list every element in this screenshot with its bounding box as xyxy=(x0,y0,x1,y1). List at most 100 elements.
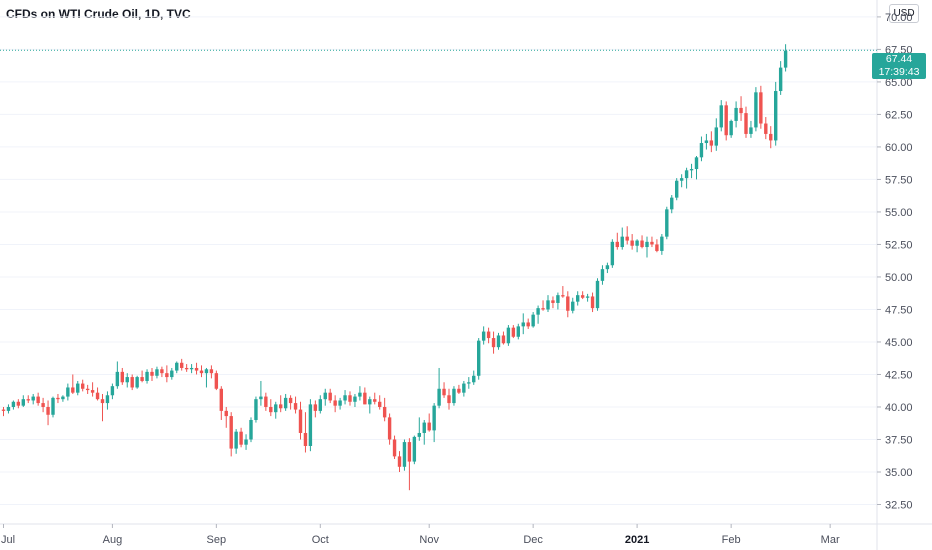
y-tick-label: 50.00 xyxy=(885,272,913,284)
candle-body xyxy=(491,338,496,348)
candle xyxy=(442,382,446,398)
candle-body xyxy=(734,107,738,121)
candles xyxy=(1,44,788,491)
candle-body xyxy=(650,241,654,245)
candle-body xyxy=(328,392,332,401)
candle-body xyxy=(590,296,595,309)
candle-body xyxy=(170,370,174,378)
candle-body xyxy=(303,432,308,446)
candle xyxy=(580,291,585,300)
candle-body xyxy=(155,369,159,376)
candle-body xyxy=(234,431,238,449)
currency-button[interactable]: USD xyxy=(889,4,919,23)
candle xyxy=(249,417,253,443)
candle xyxy=(219,386,223,420)
y-tick-label: 35.00 xyxy=(885,467,913,479)
candle xyxy=(71,374,75,394)
candle-body xyxy=(467,382,471,384)
candle xyxy=(180,358,184,371)
candle xyxy=(769,126,773,149)
candle-body xyxy=(625,236,629,241)
candle xyxy=(541,300,545,311)
candle xyxy=(516,323,520,340)
candle xyxy=(269,399,273,417)
candle-body xyxy=(437,388,441,406)
candle-body xyxy=(521,322,525,327)
candle-body xyxy=(481,331,486,341)
candle-body xyxy=(298,409,303,433)
candle xyxy=(457,384,461,394)
candle-body xyxy=(165,373,169,378)
candle-body xyxy=(536,308,540,315)
candle xyxy=(486,327,491,344)
candle-body xyxy=(699,143,704,158)
candle-body xyxy=(85,388,90,391)
candle-body xyxy=(135,377,139,388)
candle xyxy=(184,364,189,372)
y-tick-label: 52.50 xyxy=(885,239,913,251)
candle xyxy=(739,96,743,121)
candle xyxy=(368,396,372,414)
candle-body xyxy=(417,432,421,437)
candle-body xyxy=(6,406,11,411)
candle-body xyxy=(546,300,550,310)
candle xyxy=(229,412,233,457)
candle xyxy=(635,239,639,253)
candle-body xyxy=(739,107,743,114)
candle-body xyxy=(204,369,209,374)
candle xyxy=(600,265,605,285)
y-tick-label: 62.50 xyxy=(885,109,913,121)
candle-body xyxy=(21,399,25,406)
candle xyxy=(288,395,293,410)
candle-body xyxy=(407,442,412,462)
candle xyxy=(585,293,590,302)
candle-body xyxy=(358,392,362,397)
candle-body xyxy=(610,241,615,266)
candle-body xyxy=(95,392,100,400)
candle xyxy=(358,386,362,401)
candle-body xyxy=(605,265,610,270)
candle-body xyxy=(531,314,535,327)
candle-body xyxy=(61,396,65,400)
candle xyxy=(660,234,664,255)
candle-body xyxy=(402,442,407,467)
candle xyxy=(496,332,501,350)
candle-body xyxy=(259,396,263,400)
candle-body xyxy=(749,127,753,134)
candle xyxy=(66,383,70,401)
candle-body xyxy=(36,396,40,404)
candle-body xyxy=(689,169,694,171)
candle-body xyxy=(486,331,491,339)
candle-body xyxy=(704,140,709,144)
candle-body xyxy=(368,399,372,405)
candle xyxy=(244,434,248,450)
candle-body xyxy=(462,383,466,393)
candle xyxy=(704,133,709,150)
candle xyxy=(373,392,377,405)
x-tick-label: Dec xyxy=(523,534,543,546)
x-tick-label: Sep xyxy=(207,534,227,546)
candle-body xyxy=(338,400,342,406)
candle xyxy=(140,370,144,383)
candle xyxy=(224,406,228,428)
candle-body xyxy=(783,50,788,68)
candle-body xyxy=(254,399,258,420)
candle xyxy=(620,227,624,250)
y-tick-label: 45.00 xyxy=(885,337,913,349)
candle xyxy=(630,234,634,250)
candle-body xyxy=(472,375,476,383)
candle-body xyxy=(392,439,397,457)
candle xyxy=(640,235,644,249)
candle-body xyxy=(442,388,446,396)
candle xyxy=(254,396,258,423)
candle xyxy=(536,305,540,324)
candle xyxy=(615,232,619,250)
candle-body xyxy=(140,377,144,381)
candle xyxy=(239,427,243,448)
candle xyxy=(120,367,124,385)
candle xyxy=(298,401,303,440)
y-tick-label: 40.00 xyxy=(885,402,913,414)
candle-body xyxy=(754,92,758,128)
candle-body xyxy=(630,240,634,246)
